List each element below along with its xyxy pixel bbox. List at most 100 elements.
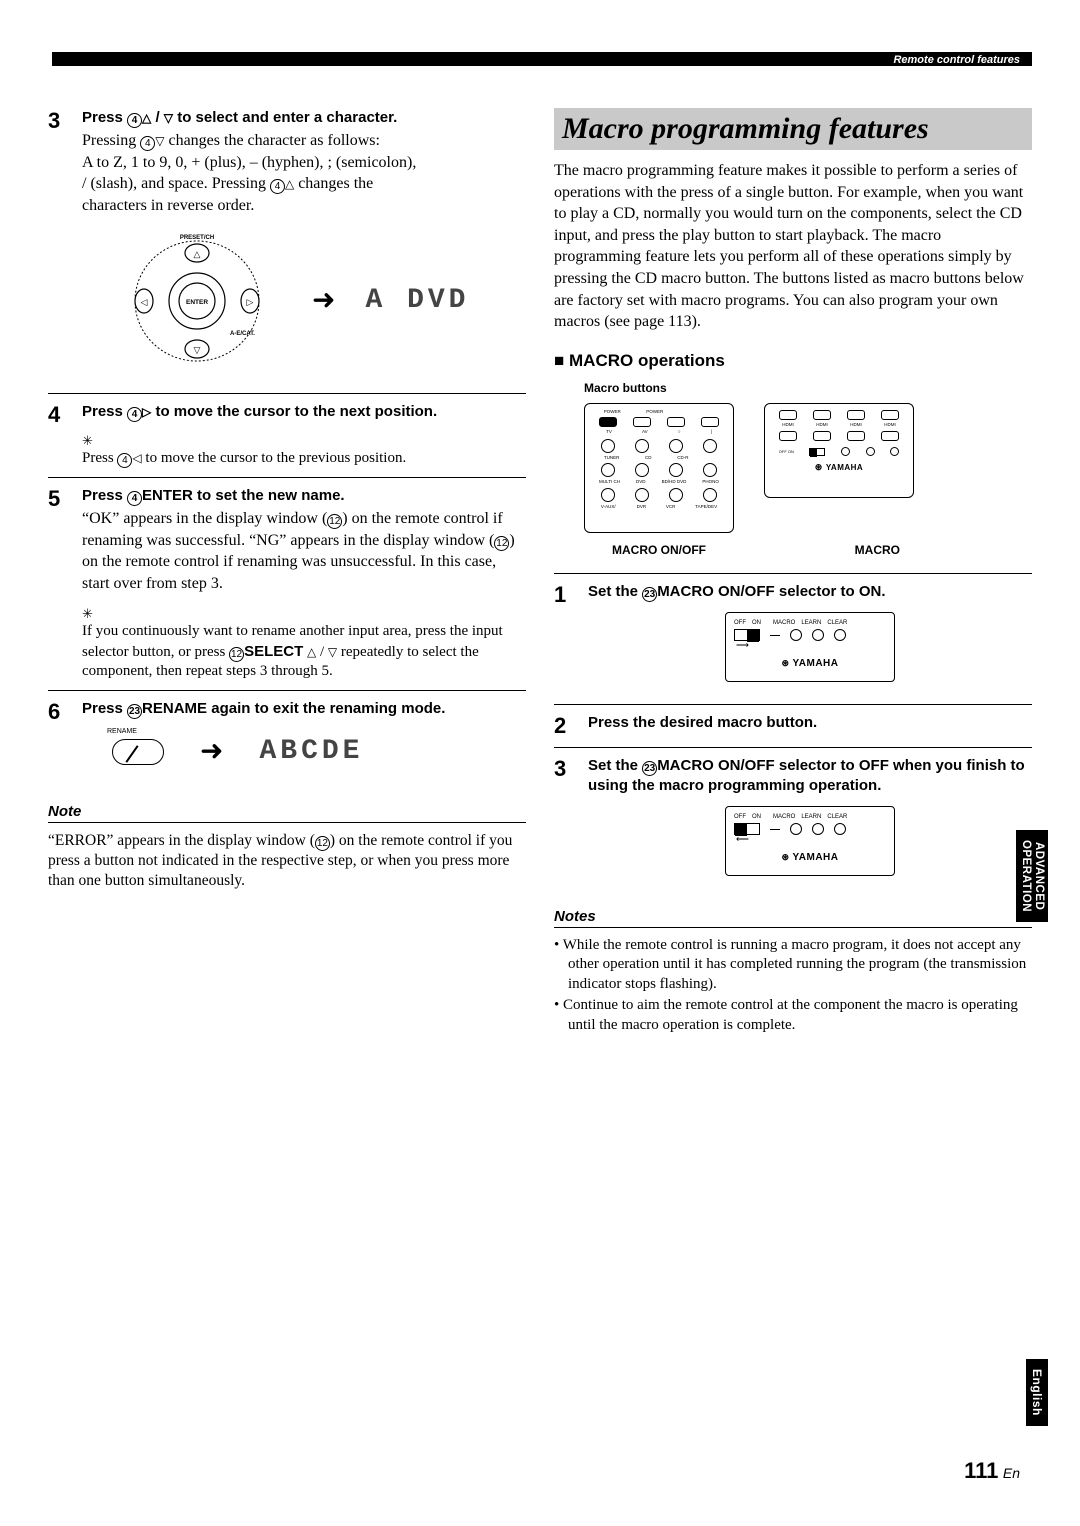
macro-buttons-diagram: POWERPOWER TVAV○| TUNERCDCD-R MULTI CHDV… bbox=[584, 403, 1032, 533]
lbl-on: ON bbox=[752, 619, 761, 627]
note-label: Note bbox=[48, 803, 526, 823]
svg-text:▽: ▽ bbox=[194, 345, 201, 355]
circled-23: 23 bbox=[642, 587, 657, 602]
step4-tip: Press 4◁ to move the cursor to the previ… bbox=[82, 449, 526, 469]
t: to move the cursor to the next position. bbox=[151, 403, 437, 420]
circled-12: 12 bbox=[229, 647, 244, 662]
t: characters in reverse order. bbox=[82, 197, 254, 214]
note-bullet-2: Continue to aim the remote control at th… bbox=[554, 996, 1032, 1035]
t: selector to ON. bbox=[775, 583, 886, 600]
step-3: 3 Press 4△ / ▽ to select and enter a cha… bbox=[48, 108, 526, 385]
t: / (slash), and space. Pressing bbox=[82, 175, 270, 192]
yamaha-switch-on: OFF ON MACRO LEARN CLEAR ⟶ YAMAHA bbox=[725, 612, 895, 682]
step3-body: Pressing 4▽ changes the character as fol… bbox=[82, 130, 526, 216]
circled-23: 23 bbox=[642, 761, 657, 776]
r-step1-heading: Set the 23MACRO ON/OFF selector to ON. bbox=[588, 582, 1032, 602]
up-tri: △ bbox=[307, 645, 316, 659]
up-tri: △ bbox=[142, 111, 151, 125]
step4-heading: Press 4▷ to move the cursor to the next … bbox=[82, 402, 526, 422]
subsection-heading: MACRO operations bbox=[554, 351, 1032, 371]
up-tri: △ bbox=[285, 177, 294, 191]
step6-heading: Press 23RENAME again to exit the renamin… bbox=[82, 699, 526, 719]
side-tab-english: English bbox=[1026, 1359, 1048, 1426]
enter-label: ENTER bbox=[186, 299, 208, 306]
lbl-on: ON bbox=[752, 813, 761, 821]
step-num-4: 4 bbox=[48, 402, 72, 469]
right-column: Macro programming features The macro pro… bbox=[554, 108, 1032, 1037]
t: Set the bbox=[588, 583, 642, 600]
lbl-learn: LEARN bbox=[801, 813, 821, 821]
circled-4: 4 bbox=[127, 407, 142, 422]
t: A to Z, 1 to 9, 0, + (plus), – (hyphen),… bbox=[82, 154, 416, 171]
t: OPERATION bbox=[1020, 840, 1032, 912]
side-tab-advanced: ADVANCEDOPERATION bbox=[1016, 830, 1048, 922]
t: / bbox=[151, 109, 164, 126]
t: “OK” appears in the display window ( bbox=[82, 510, 327, 527]
macro-caption: MACRO bbox=[764, 543, 914, 557]
notes-list: While the remote control is running a ma… bbox=[554, 936, 1032, 1036]
rename-button-icon bbox=[112, 739, 164, 765]
lbl-off: OFF bbox=[734, 619, 746, 627]
svg-text:▷: ▷ bbox=[247, 297, 254, 307]
step-num-5: 5 bbox=[48, 486, 72, 682]
macro-onoff-caption: MACRO ON/OFF bbox=[584, 543, 734, 557]
remote-block-left: POWERPOWER TVAV○| TUNERCDCD-R MULTI CHDV… bbox=[584, 403, 734, 533]
t: “ERROR” appears in the display window ( bbox=[48, 832, 315, 849]
circled-12: 12 bbox=[315, 836, 330, 851]
r-step2-heading: Press the desired macro button. bbox=[588, 713, 1032, 733]
yamaha-switch-off: OFF ON MACRO LEARN CLEAR ⟵ YAMAHA bbox=[725, 806, 895, 876]
t: Press bbox=[82, 487, 127, 504]
step-num-3: 3 bbox=[48, 108, 72, 385]
circled-4: 4 bbox=[270, 179, 285, 194]
yamaha-logo: YAMAHA bbox=[734, 657, 886, 671]
t: ADVANCED bbox=[1033, 842, 1045, 910]
lbl-clear: CLEAR bbox=[827, 619, 847, 627]
t: Press bbox=[82, 450, 117, 466]
r-step-num-3: 3 bbox=[554, 756, 578, 890]
down-tri: ▽ bbox=[164, 111, 173, 125]
note-body: “ERROR” appears in the display window (1… bbox=[48, 831, 526, 891]
svg-text:△: △ bbox=[194, 249, 201, 259]
step-4: 4 Press 4▷ to move the cursor to the nex… bbox=[48, 393, 526, 469]
t: changes the character as follows: bbox=[164, 132, 379, 149]
t: / bbox=[316, 644, 328, 660]
t: Press bbox=[82, 700, 127, 717]
r-step3-heading: Set the 23MACRO ON/OFF selector to OFF w… bbox=[588, 756, 1032, 797]
arrow-icon: ➜ bbox=[312, 282, 335, 320]
circled-4: 4 bbox=[140, 136, 155, 151]
remote-block-right: HDMIHDMIHDMIHDMI OFF ON YAMAHA bbox=[764, 403, 914, 498]
yamaha-logo: YAMAHA bbox=[734, 851, 886, 865]
ae-label: A-E/CAT. bbox=[230, 331, 255, 337]
arrow-icon: ➜ bbox=[200, 733, 223, 771]
macro-buttons-label: Macro buttons bbox=[584, 381, 1032, 395]
t: again to exit the renaming mode. bbox=[207, 700, 445, 717]
macro-onoff-kw: MACRO ON/OFF bbox=[657, 583, 775, 600]
step-5: 5 Press 4ENTER to set the new name. “OK”… bbox=[48, 477, 526, 682]
right-tri: ▷ bbox=[142, 405, 151, 419]
t: to select and enter a character. bbox=[173, 109, 397, 126]
macro-caption-row: MACRO ON/OFF MACRO bbox=[584, 543, 1032, 557]
t: Set the bbox=[588, 757, 642, 774]
svg-text:◁: ◁ bbox=[141, 297, 148, 307]
r-step-2: 2 Press the desired macro button. bbox=[554, 704, 1032, 739]
page-num-value: 111 bbox=[964, 1458, 998, 1483]
step3-heading: Press 4△ / ▽ to select and enter a chara… bbox=[82, 108, 526, 128]
section-title-band: Macro programming features bbox=[554, 108, 1032, 150]
lcd-display: A DVD bbox=[365, 282, 469, 320]
circled-4: 4 bbox=[117, 453, 132, 468]
note-bullet-1: While the remote control is running a ma… bbox=[554, 936, 1032, 995]
t: Press bbox=[82, 109, 127, 126]
section-title: Macro programming features bbox=[562, 112, 1024, 146]
circled-23: 23 bbox=[127, 704, 142, 719]
remote-pad-svg: △ ▽ ◁ ▷ ENTER PRESET/CH A-E/CAT. bbox=[112, 231, 282, 371]
down-tri: ▽ bbox=[328, 645, 337, 659]
macro-onoff-kw: MACRO ON/OFF bbox=[657, 757, 775, 774]
circled-4: 4 bbox=[127, 491, 142, 506]
select-kw: SELECT bbox=[244, 643, 303, 660]
step-num-6: 6 bbox=[48, 699, 72, 785]
remote-block-right-wrap: HDMIHDMIHDMIHDMI OFF ON YAMAHA bbox=[764, 403, 914, 498]
t: changes the bbox=[294, 175, 373, 192]
circled-12: 12 bbox=[327, 514, 342, 529]
notes-label: Notes bbox=[554, 908, 1032, 928]
tip-icon: ✳ bbox=[82, 432, 526, 450]
